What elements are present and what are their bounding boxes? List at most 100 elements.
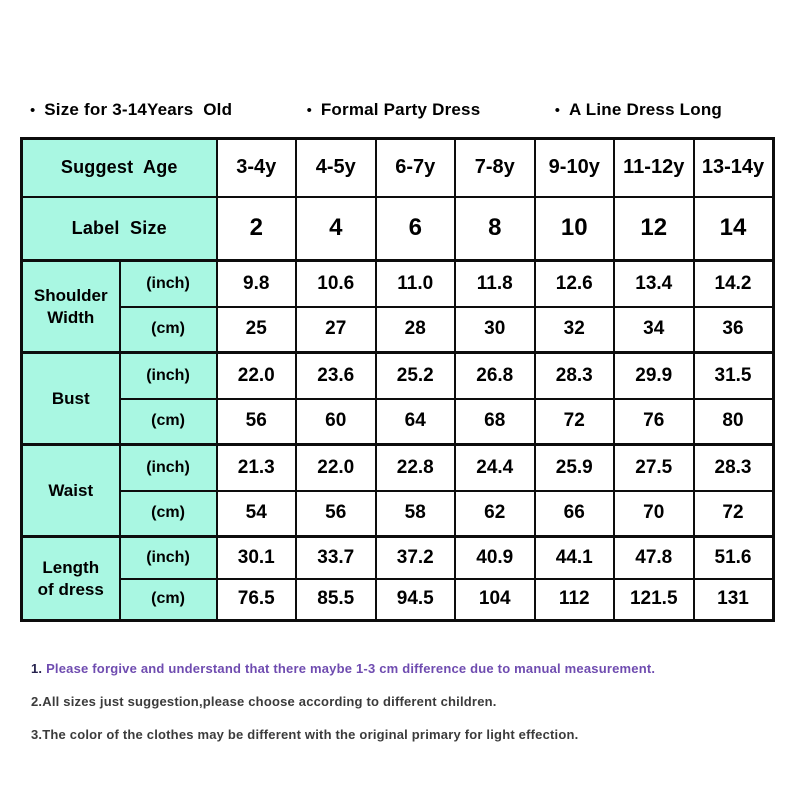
row-header-shoulder-width: Shoulder Width	[20, 259, 121, 354]
table-row-suggest-age: Suggest Age 3-4y 4-5y 6-7y 7-8y 9-10y 11…	[20, 137, 774, 198]
measurement-cell: 30	[454, 305, 536, 354]
note-size-suggestion: 2.All sizes just suggestion,please choos…	[31, 694, 771, 709]
age-column-header: 4-5y	[295, 137, 377, 198]
unit-cell-inch: (inch)	[118, 351, 218, 400]
measurement-cell: 62	[454, 489, 536, 538]
measurement-cell: 56	[215, 397, 297, 446]
measurement-cell: 28	[374, 305, 456, 354]
label-size-cell: 12	[613, 195, 695, 262]
age-column-header: 13-14y	[692, 137, 774, 198]
row-header-waist: Waist	[20, 443, 121, 538]
label-size-cell: 14	[692, 195, 774, 262]
label-size-cell: 2	[215, 195, 297, 262]
row-header-suggest-age: Suggest Age	[20, 137, 218, 198]
row-header-line: Shoulder	[33, 286, 108, 306]
measurement-cell: 11.0	[374, 259, 456, 308]
measurement-cell: 27	[295, 305, 377, 354]
measurement-cell: 27.5	[613, 443, 695, 492]
feature-label: A Line Dress Long	[569, 100, 722, 119]
table-row-waist-inch: Waist (inch) 21.3 22.0 22.8 24.4 25.9 27…	[20, 443, 774, 538]
measurement-cell: 76	[613, 397, 695, 446]
table-row-bust-cm: (cm) 56 60 64 68 72 76 80	[22, 397, 774, 446]
table-row-length-inch: Length of dress (inch) 30.1 33.7 37.2 40…	[20, 535, 774, 622]
measurement-cell: 10.6	[295, 259, 377, 308]
table-row-waist-cm: (cm) 54 56 58 62 66 70 72	[22, 489, 774, 538]
bullet-icon: •	[30, 101, 36, 119]
measurement-cell: 72	[533, 397, 615, 446]
table-row-length-cm: (cm) 76.5 85.5 94.5 104 112 121.5 131	[22, 577, 774, 622]
label-size-cell: 4	[295, 195, 377, 262]
age-column-header: 11-12y	[613, 137, 695, 198]
age-column-header: 6-7y	[374, 137, 456, 198]
measurement-cell: 13.4	[613, 259, 695, 308]
row-header-label-size: Label Size	[20, 195, 218, 262]
measurement-cell: 22.0	[295, 443, 377, 492]
measurement-cell: 104	[454, 577, 536, 622]
measurement-cell: 36	[692, 305, 774, 354]
footnotes: 1. Please forgive and understand that th…	[31, 661, 771, 760]
measurement-cell: 54	[215, 489, 297, 538]
size-chart-table: Suggest Age 3-4y 4-5y 6-7y 7-8y 9-10y 11…	[20, 137, 775, 622]
label-size-cell: 8	[454, 195, 536, 262]
table-row-shoulder-cm: (cm) 25 27 28 30 32 34 36	[22, 305, 774, 354]
measurement-cell: 94.5	[374, 577, 456, 622]
measurement-cell: 85.5	[295, 577, 377, 622]
measurement-cell: 60	[295, 397, 377, 446]
feature-label: Size for 3-14Years Old	[44, 100, 233, 119]
feature-bullets: • Size for 3-14Years Old • Formal Party …	[30, 100, 722, 120]
unit-cell-cm: (cm)	[118, 577, 218, 622]
measurement-cell: 40.9	[454, 535, 536, 580]
measurement-cell: 47.8	[613, 535, 695, 580]
measurement-cell: 25.9	[533, 443, 615, 492]
unit-cell-cm: (cm)	[118, 305, 218, 354]
unit-cell-cm: (cm)	[118, 489, 218, 538]
note-measurement-difference: 1. Please forgive and understand that th…	[31, 661, 771, 676]
table-row-shoulder-inch: Shoulder Width (inch) 9.8 10.6 11.0 11.8…	[20, 259, 774, 354]
measurement-cell: 12.6	[533, 259, 615, 308]
measurement-cell: 112	[533, 577, 615, 622]
feature-bullet-dress-style: • A Line Dress Long	[555, 100, 722, 120]
measurement-cell: 72	[692, 489, 774, 538]
row-header-line: Width	[47, 307, 95, 327]
measurement-cell: 14.2	[692, 259, 774, 308]
note-color-difference: 3.The color of the clothes may be differ…	[31, 727, 771, 742]
feature-bullet-age-range: • Size for 3-14Years Old	[30, 100, 232, 120]
measurement-cell: 70	[613, 489, 695, 538]
measurement-cell: 66	[533, 489, 615, 538]
unit-cell-inch: (inch)	[118, 443, 218, 492]
table-row-label-size: Label Size 2 4 6 8 10 12 14	[20, 195, 774, 262]
measurement-cell: 51.6	[692, 535, 774, 580]
measurement-cell: 58	[374, 489, 456, 538]
measurement-cell: 25	[215, 305, 297, 354]
bullet-icon: •	[306, 101, 312, 119]
measurement-cell: 28.3	[692, 443, 774, 492]
label-size-cell: 10	[533, 195, 615, 262]
row-header-line: Waist	[48, 480, 94, 500]
row-header-line: of dress	[37, 579, 104, 599]
note-text: All sizes just suggestion,please choose …	[42, 694, 497, 709]
measurement-cell: 25.2	[374, 351, 456, 400]
table-row-bust-inch: Bust (inch) 22.0 23.6 25.2 26.8 28.3 29.…	[20, 351, 774, 446]
measurement-cell: 28.3	[533, 351, 615, 400]
unit-cell-inch: (inch)	[118, 535, 218, 580]
note-number: 1.	[31, 661, 47, 676]
measurement-cell: 29.9	[613, 351, 695, 400]
measurement-cell: 34	[613, 305, 695, 354]
note-number: 2.	[31, 694, 43, 709]
note-text: Please forgive and understand that there…	[46, 661, 656, 676]
measurement-cell: 131	[692, 577, 774, 622]
measurement-cell: 32	[533, 305, 615, 354]
measurement-cell: 44.1	[533, 535, 615, 580]
row-header-length-of-dress: Length of dress	[20, 535, 121, 622]
measurement-cell: 9.8	[215, 259, 297, 308]
row-header-bust: Bust	[20, 351, 121, 446]
measurement-cell: 76.5	[215, 577, 297, 622]
measurement-cell: 37.2	[374, 535, 456, 580]
measurement-cell: 121.5	[613, 577, 695, 622]
age-column-header: 3-4y	[215, 137, 297, 198]
feature-bullet-dress-type: • Formal Party Dress	[307, 100, 481, 120]
label-size-cell: 6	[374, 195, 456, 262]
unit-cell-inch: (inch)	[118, 259, 218, 308]
bullet-icon: •	[554, 101, 561, 119]
